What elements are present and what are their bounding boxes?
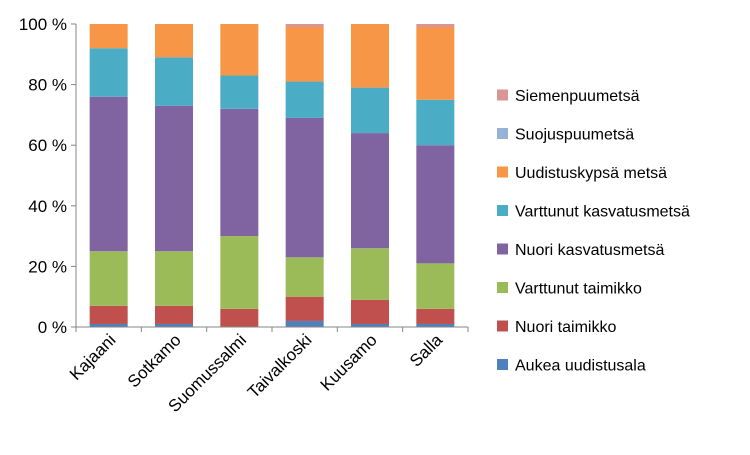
legend-label: Nuori taimikko xyxy=(515,319,616,336)
bar-segment-3-sotkamo xyxy=(155,251,193,306)
bar-segment-5-sotkamo xyxy=(155,57,193,106)
bar-segment-1-kajaani xyxy=(89,323,128,327)
legend-swatch xyxy=(497,243,508,255)
bar-segment-4-suomussalmi xyxy=(220,108,259,237)
y-tick-label: 60 % xyxy=(28,136,67,155)
y-tick-label: 20 % xyxy=(28,257,67,276)
bar-segment-6-sotkamo xyxy=(155,24,193,58)
legend-swatch xyxy=(497,205,508,216)
x-category-label: Salla xyxy=(406,330,447,371)
x-category-label: Sotkamo xyxy=(124,330,185,391)
bar-segment-2-salla xyxy=(416,308,455,324)
bar-segment-2-kajaani xyxy=(89,305,128,324)
legend-swatch xyxy=(497,89,508,101)
bar-segment-1-kuusamo xyxy=(351,323,389,327)
bar-segment-1-taivalkoski xyxy=(285,320,324,327)
bar-segment-5-suomussalmi xyxy=(220,75,259,109)
bar-segment-6-kuusamo xyxy=(351,24,389,88)
legend-label: Uudistuskypsä metsä xyxy=(515,165,667,182)
bar-segment-5-taivalkoski xyxy=(285,81,324,118)
bar-segment-6-salla xyxy=(416,27,455,100)
bar-segment-5-kajaani xyxy=(89,48,128,97)
bar-segment-3-salla xyxy=(416,263,455,309)
y-tick-label: 100 % xyxy=(19,15,67,34)
bars xyxy=(89,24,455,327)
legend-label: Varttunut kasvatusmetsä xyxy=(515,204,690,221)
bar-segment-5-kuusamo xyxy=(351,87,389,134)
bar-segment-6-kajaani xyxy=(89,24,128,49)
bar-segment-5-salla xyxy=(416,99,455,146)
y-tick-label: 0 % xyxy=(38,318,67,337)
bar-segment-1-sotkamo xyxy=(155,323,193,327)
legend-swatch xyxy=(497,128,508,139)
bar-segment-8-salla xyxy=(416,24,455,28)
legend-swatch xyxy=(497,359,508,370)
bar-segment-3-kajaani xyxy=(89,251,128,306)
bar-segment-4-kuusamo xyxy=(351,133,389,249)
bar-segment-6-suomussalmi xyxy=(220,24,259,76)
bar-segment-3-suomussalmi xyxy=(220,236,259,309)
legend-item: Suojuspuumetsä xyxy=(497,127,634,144)
x-category-label: Kajaani xyxy=(66,330,120,384)
legend-item: Varttunut kasvatusmetsä xyxy=(497,204,690,221)
legend-swatch xyxy=(497,282,508,293)
bar-segment-6-taivalkoski xyxy=(285,27,324,82)
legend-item: Uudistuskypsä metsä xyxy=(497,165,667,182)
bar-segment-4-kajaani xyxy=(89,96,128,252)
legend-item: Aukea uudistusala xyxy=(497,358,646,375)
legend: Siemenpuumetsä Suojuspuumetsä Uudistuskyps… xyxy=(497,88,690,375)
bar-segment-2-kuusamo xyxy=(351,299,389,324)
bar-segment-2-taivalkoski xyxy=(285,296,324,321)
legend-item: Nuori taimikko xyxy=(497,319,616,336)
legend-item: Varttunut taimikko xyxy=(497,281,642,298)
bar-segment-8-taivalkoski xyxy=(285,24,324,28)
bar-segment-2-suomussalmi xyxy=(220,308,259,327)
legend-label: Aukea uudistusala xyxy=(515,358,646,375)
legend-label: Suojuspuumetsä xyxy=(515,127,634,144)
bar-segment-3-taivalkoski xyxy=(285,257,324,297)
bar-segment-2-sotkamo xyxy=(155,305,193,324)
y-tick-label: 40 % xyxy=(28,197,67,216)
bar-segment-3-kuusamo xyxy=(351,248,389,300)
x-category-label: Taivalkoski xyxy=(244,330,316,402)
legend-label: Nuori kasvatusmetsä xyxy=(515,242,664,259)
legend-swatch xyxy=(497,166,508,178)
bar-segment-4-taivalkoski xyxy=(285,117,324,258)
legend-swatch xyxy=(497,320,508,332)
legend-label: Varttunut taimikko xyxy=(515,281,642,298)
legend-label: Siemenpuumetsä xyxy=(515,88,640,105)
bar-segment-1-salla xyxy=(416,323,455,327)
bar-segment-4-sotkamo xyxy=(155,105,193,252)
x-category-label: Kuusamo xyxy=(317,330,381,394)
bar-segment-4-salla xyxy=(416,145,455,264)
y-tick-label: 80 % xyxy=(28,76,67,95)
legend-item: Siemenpuumetsä xyxy=(497,88,640,105)
legend-item: Nuori kasvatusmetsä xyxy=(497,242,664,259)
